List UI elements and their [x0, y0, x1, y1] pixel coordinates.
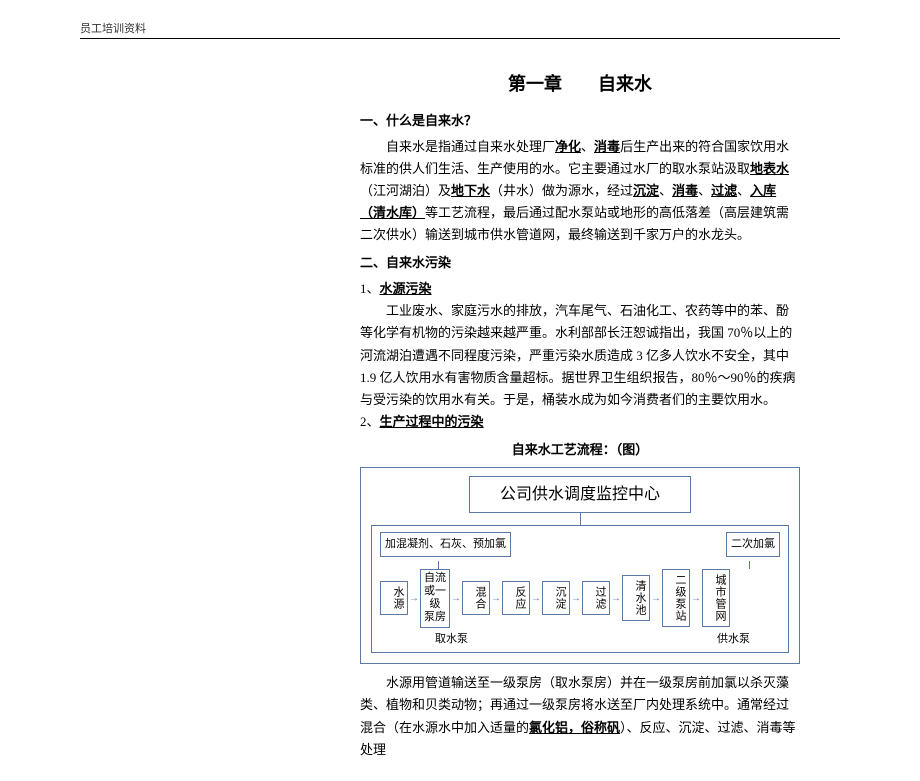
node-water-source: 水源 [380, 581, 408, 615]
page-header: 员工培训资料 [80, 20, 840, 39]
text: 、 [698, 183, 711, 198]
keyword-disinfect-2: 消毒 [672, 183, 698, 198]
node-label: 级 [424, 598, 446, 611]
text: 、 [581, 139, 594, 154]
connector-line [580, 513, 581, 525]
subsection-1-title: 水源污染 [380, 281, 432, 296]
keyword-surface-water: 地表水 [750, 161, 789, 176]
node-label: 或一 [424, 585, 446, 598]
arrow-icon: → [610, 590, 622, 607]
diagram-top-labels: 加混凝剂、石灰、预加氯 二次加氯 [380, 532, 780, 557]
chapter-title: 第一章 自来水 [360, 69, 800, 100]
keyword-ground-water: 地下水 [451, 183, 490, 198]
diagram-bottom-labels: 取水泵 供水泵 [380, 630, 780, 649]
connector-line [749, 561, 750, 569]
section-2-title: 二、自来水污染 [360, 252, 800, 274]
label-supply-pump: 供水泵 [717, 630, 750, 649]
keyword-chemical: 氯化铝，俗称矾 [529, 720, 620, 735]
keyword-disinfect: 消毒 [594, 139, 620, 154]
text: 等工艺流程，最后通过配水泵站或地形的高低落差（高层建筑需二次供水）输送到城市供水… [360, 205, 789, 242]
subsection-1: 1、水源污染 [360, 278, 800, 300]
diagram-title: 自来水工艺流程：（图） [360, 439, 800, 461]
node-city-network: 城市管网 [702, 569, 730, 627]
node-pump-2: 二级泵站 [662, 569, 690, 627]
subsection-2-title: 生产过程中的污染 [380, 414, 484, 429]
node-pump-1: 自流 或一 级 泵房 [420, 569, 450, 628]
section-3-paragraph: 水源用管道输送至一级泵房（取水泵房）并在一级泵房前加氯以杀灭藻类、植物和贝类动物… [360, 672, 800, 760]
keyword-filter: 过滤 [711, 183, 737, 198]
text: （井水）做为源水，经过 [490, 183, 633, 198]
node-sediment: 沉淀 [542, 581, 570, 615]
arrow-icon: → [690, 590, 702, 607]
arrow-icon: → [570, 590, 582, 607]
flowchart-diagram: 公司供水调度监控中心 加混凝剂、石灰、预加氯 二次加氯 水源 → 自流 或一 [360, 467, 800, 664]
content-area: 第一章 自来水 一、什么是自来水？ 自来水是指通过自来水处理厂净化、消毒后生产出… [360, 69, 800, 761]
subsection-2: 2、生产过程中的污染 [360, 411, 800, 433]
arrow-icon: → [408, 590, 420, 607]
node-mix: 混合 [462, 581, 490, 615]
arrow-icon: → [650, 590, 662, 607]
section-1-paragraph: 自来水是指通过自来水处理厂净化、消毒后生产出来的符合国家饮用水标准的供人们生活、… [360, 136, 800, 246]
label-rechlorinate: 二次加氯 [726, 532, 780, 557]
arrow-icon: → [490, 590, 502, 607]
text: 、 [659, 183, 672, 198]
node-react: 反应 [502, 581, 530, 615]
node-label: 泵房 [424, 611, 446, 624]
text: 自来水是指通过自来水处理厂 [386, 139, 555, 154]
label-intake-pump: 取水泵 [435, 630, 468, 649]
arrow-icon: → [450, 590, 462, 607]
sub-num: 2、 [360, 414, 380, 429]
arrow-icon: → [530, 590, 542, 607]
node-label: 自流 [424, 572, 446, 585]
connector-line [438, 561, 439, 569]
diagram-inner-box: 加混凝剂、石灰、预加氯 二次加氯 水源 → 自流 或一 级 泵房 [371, 525, 789, 653]
sub-num: 1、 [360, 281, 380, 296]
diagram-control-center: 公司供水调度监控中心 [469, 476, 691, 513]
section-2-paragraph: 工业废水、家庭污水的排放，汽车尾气、石油化工、农药等中的苯、酚等化学有机物的污染… [360, 300, 800, 410]
keyword-purify: 净化 [555, 139, 581, 154]
text: （江河湖泊）及 [360, 183, 451, 198]
section-1-title: 一、什么是自来水？ [360, 110, 800, 132]
diagram-flow-row: 水源 → 自流 或一 级 泵房 → 混合 → 反应 → 沉淀 → 过滤 [380, 569, 780, 628]
document-page: 员工培训资料 第一章 自来水 一、什么是自来水？ 自来水是指通过自来水处理厂净化… [0, 0, 920, 781]
node-filter: 过滤 [582, 581, 610, 615]
label-additives: 加混凝剂、石灰、预加氯 [380, 532, 511, 557]
node-clear-pool: 清水池 [622, 575, 650, 621]
top-connectors [380, 561, 780, 569]
text: 、 [737, 183, 750, 198]
keyword-sediment: 沉淀 [633, 183, 659, 198]
